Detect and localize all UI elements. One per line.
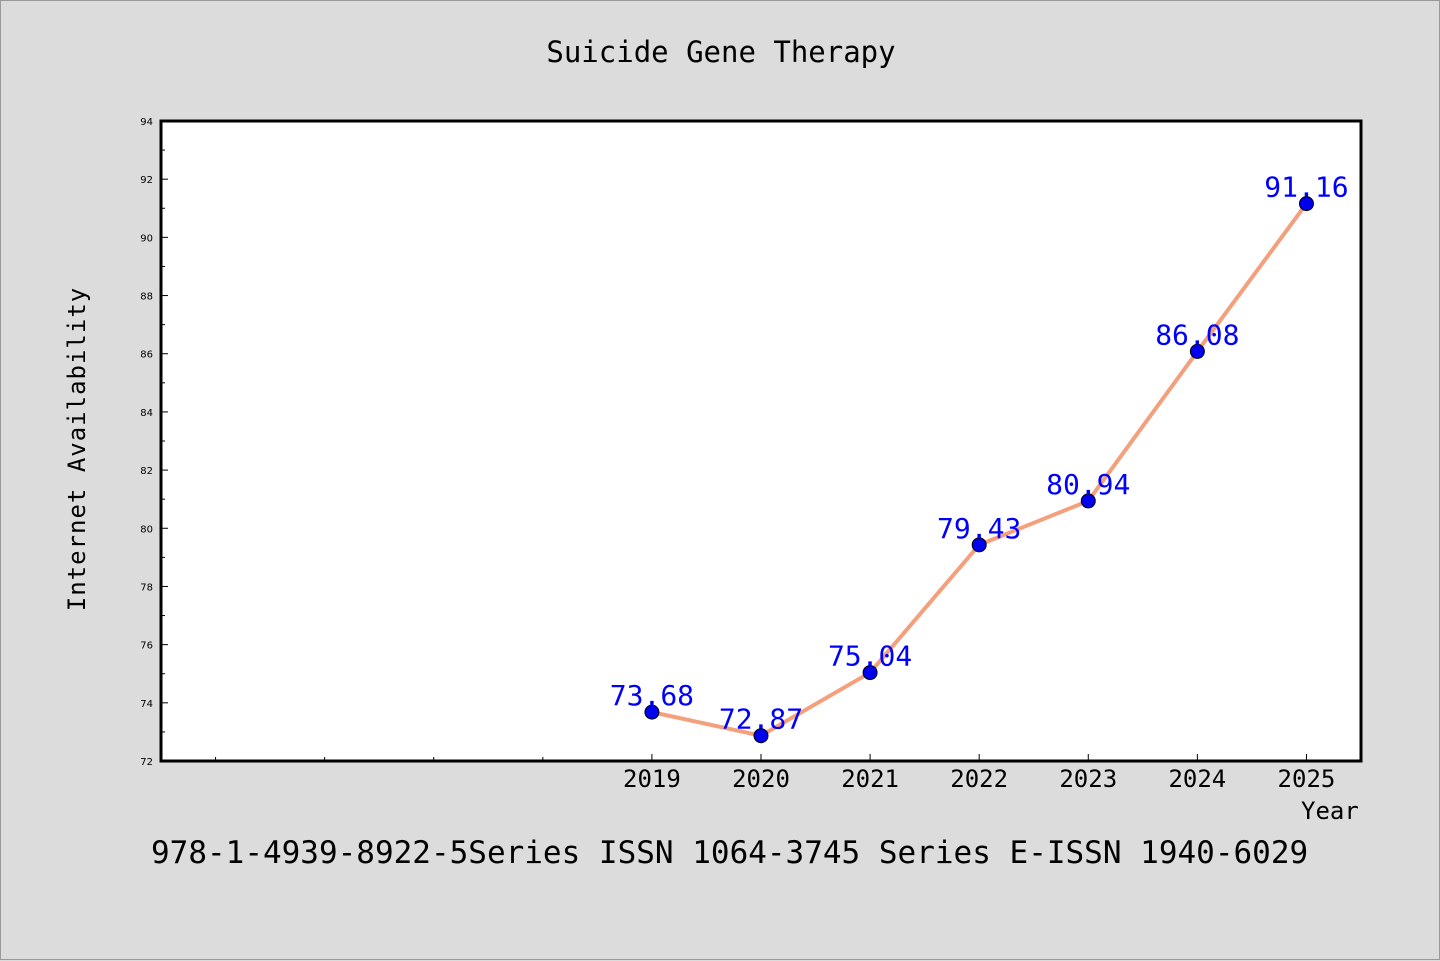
data-label: 73.68 [610, 679, 694, 712]
y-tick-label: 94 [140, 117, 153, 128]
data-label: 80.94 [1046, 468, 1130, 501]
data-label: 79.43 [937, 512, 1021, 545]
y-tick-label: 88 [140, 292, 153, 303]
data-label: 75.04 [828, 640, 912, 673]
footer-isbn-text: 978-1-4939-8922-5Series ISSN 1064-3745 S… [151, 835, 1309, 871]
x-axis-label: Year [1301, 797, 1359, 825]
data-point [644, 704, 660, 720]
x-tick-label: 2020 [732, 765, 790, 793]
y-tick-label: 84 [140, 408, 153, 419]
y-tick-label: 90 [140, 233, 153, 244]
x-tick-label: 2023 [1059, 765, 1117, 793]
x-tick-label: 2024 [1168, 765, 1226, 793]
x-tick-label: 2019 [623, 765, 681, 793]
y-tick-label: 74 [140, 699, 153, 710]
plot-area [159, 119, 1363, 763]
data-label: 91.16 [1264, 171, 1348, 204]
x-tick-label: 2022 [950, 765, 1008, 793]
data-point [1189, 343, 1205, 359]
data-label: 86.08 [1155, 318, 1239, 351]
x-tick-label: 2025 [1278, 765, 1336, 793]
y-axis-label: Internet Availability [63, 286, 91, 612]
y-tick-label: 92 [140, 175, 153, 186]
x-tick-label: 2021 [841, 765, 899, 793]
data-point [753, 728, 769, 744]
y-tick-label: 76 [140, 641, 153, 652]
y-tick-label: 72 [140, 757, 153, 768]
data-point [1080, 493, 1096, 509]
chart-title: Suicide Gene Therapy [546, 35, 896, 69]
data-point [971, 537, 987, 553]
y-tick-label: 82 [140, 466, 153, 477]
y-tick-label: 86 [140, 350, 153, 361]
data-point [1298, 196, 1314, 212]
y-tick-label: 78 [140, 582, 153, 593]
y-tick-label: 80 [140, 524, 153, 535]
data-label: 72.87 [719, 703, 803, 736]
data-point [862, 665, 878, 681]
